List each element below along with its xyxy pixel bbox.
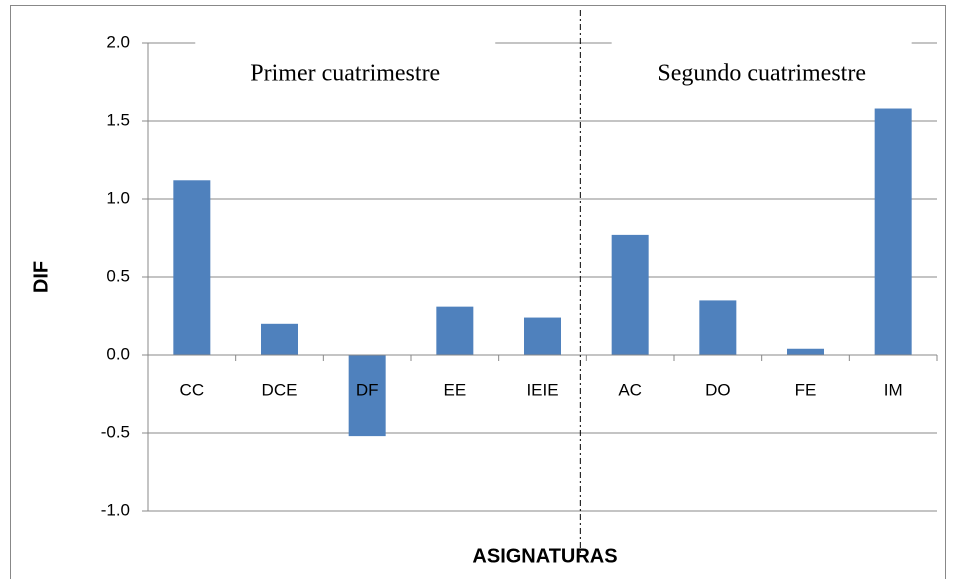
x-tick-label: IEIE [526, 380, 558, 399]
y-tick-label: 2.0 [106, 32, 130, 51]
bar [874, 108, 912, 356]
y-tick-label: -1.0 [101, 500, 130, 519]
y-tick-label: 1.0 [106, 188, 130, 207]
x-tick-label: AC [618, 380, 642, 399]
x-tick-label: CC [180, 380, 205, 399]
bar [611, 234, 649, 355]
bar [787, 348, 824, 355]
annotation-bg [195, 41, 496, 91]
x-tick-label: IM [884, 380, 903, 399]
x-tick-label: DF [356, 380, 379, 399]
x-tick-label: DO [705, 380, 731, 399]
annotation-bg [611, 41, 912, 91]
annotation: Segundo cuatrimestre [657, 61, 866, 87]
x-axis-title: ASIGNATURAS [472, 545, 617, 567]
x-tick-label: FE [795, 380, 817, 399]
chart-frame [10, 5, 946, 579]
x-tick-label: EE [443, 380, 466, 399]
y-tick-label: 0.0 [106, 344, 130, 363]
bar [699, 300, 737, 355]
bar [261, 323, 298, 355]
bar [348, 355, 386, 437]
y-tick-label: 1.5 [106, 110, 130, 129]
y-axis-title: DIF [30, 261, 52, 293]
bar [524, 317, 561, 355]
x-tick-label: DCE [262, 380, 298, 399]
bar [436, 306, 474, 355]
y-tick-label: 0.5 [106, 266, 130, 285]
bar [173, 180, 211, 355]
annotation: Primer cuatrimestre [250, 61, 440, 87]
y-tick-label: -0.5 [101, 422, 130, 441]
